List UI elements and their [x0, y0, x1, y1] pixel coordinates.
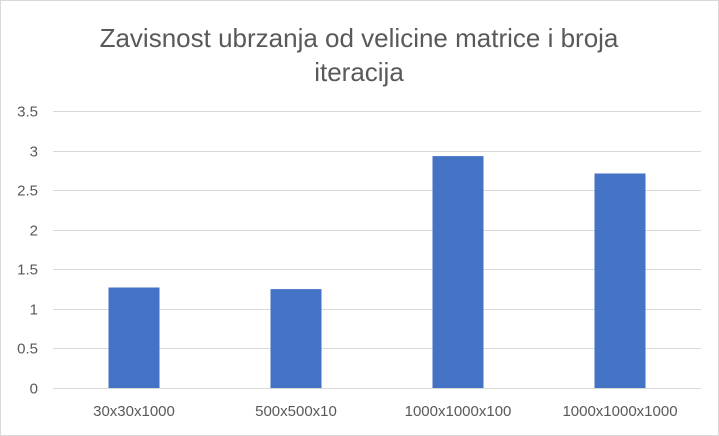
y-tick-label: 3.5 [17, 104, 38, 121]
chart-title-line-2: iteracija [314, 57, 404, 87]
bar-1000x1000x100 [432, 156, 484, 388]
y-tick-label: 1 [30, 302, 38, 319]
x-tick-label: 30x30x1000 [93, 403, 175, 420]
y-tick-label: 3 [30, 144, 38, 161]
y-tick-label: 0.5 [17, 341, 38, 358]
gridlines [53, 111, 701, 389]
y-tick-label: 0 [30, 381, 38, 398]
bar-1000x1000x1000 [594, 173, 646, 388]
bars [108, 156, 646, 388]
chart-title-line-1: Zavisnost ubrzanja od velicine matrice i… [100, 23, 619, 53]
y-tick-label: 2.5 [17, 183, 38, 200]
x-tick-label: 1000x1000x1000 [562, 403, 677, 420]
y-tick-label: 1.5 [17, 262, 38, 279]
y-axis-ticks: 0 0.5 1 1.5 2 2.5 3 3.5 [17, 104, 38, 398]
x-tick-label: 500x500x10 [255, 403, 337, 420]
bar-30x30x1000 [108, 287, 160, 388]
x-tick-label: 1000x1000x100 [405, 403, 512, 420]
x-axis-ticks: 30x30x1000 500x500x10 1000x1000x100 1000x10… [93, 403, 677, 420]
bar-500x500x10 [270, 289, 322, 388]
y-tick-label: 2 [30, 223, 38, 240]
